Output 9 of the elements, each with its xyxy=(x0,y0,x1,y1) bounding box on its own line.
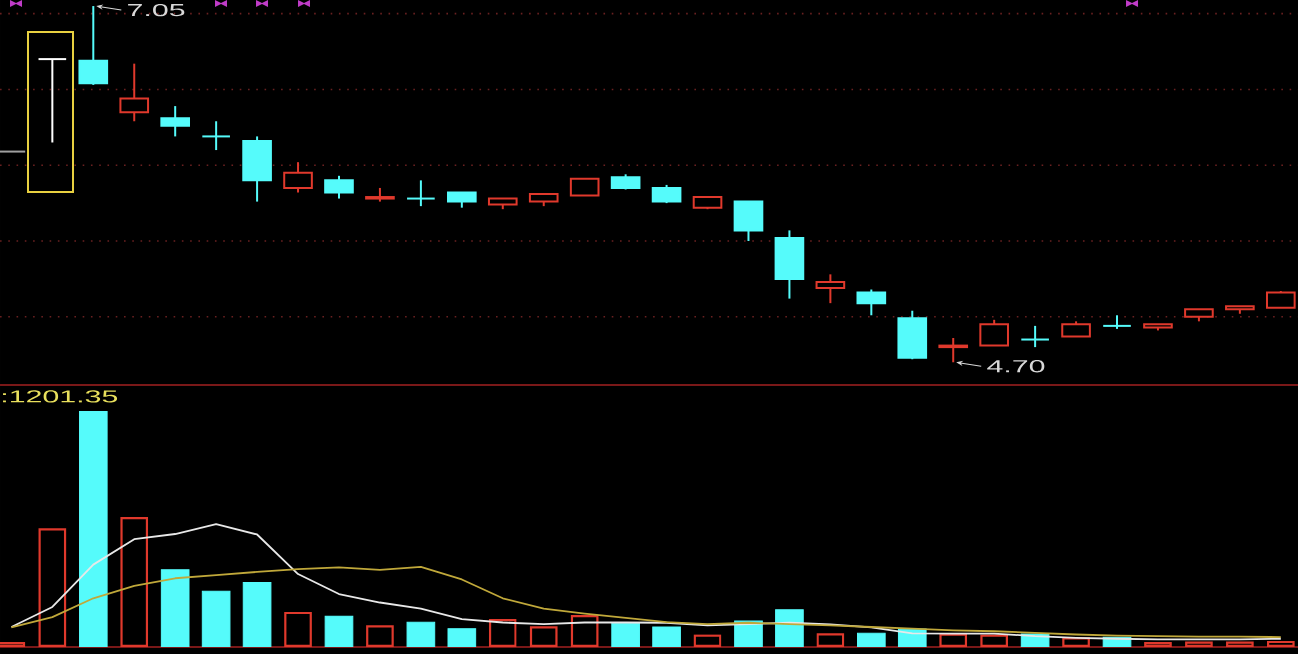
candlestick xyxy=(160,105,191,138)
candlestick xyxy=(1020,324,1050,349)
candlestick xyxy=(406,179,436,208)
candlestick xyxy=(201,120,231,152)
chart-title: :1201.35 xyxy=(3,390,118,403)
candlestick xyxy=(37,58,68,144)
annotation: 4.70 xyxy=(987,360,1045,373)
candlestick xyxy=(815,273,846,305)
annotation: 7.05 xyxy=(128,3,185,17)
